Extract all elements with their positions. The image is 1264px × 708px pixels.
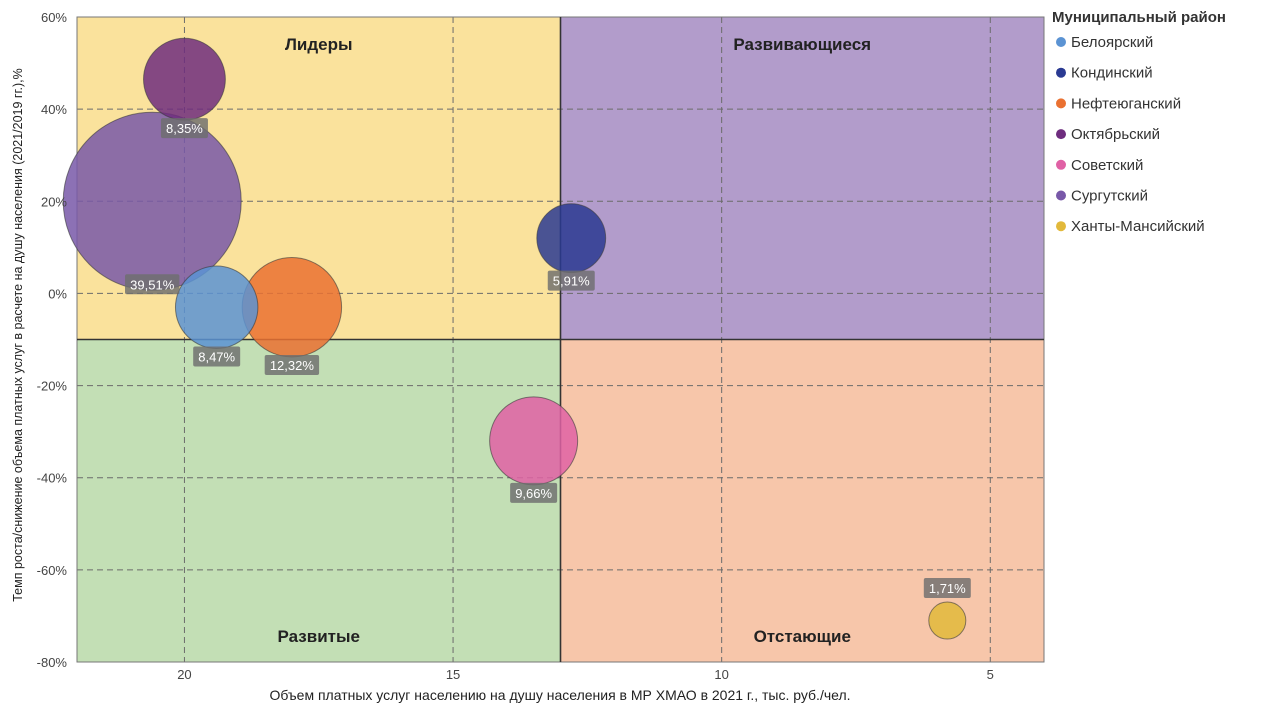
bubbles (62, 37, 967, 640)
quadrant-labels: Лидеры Развивающиеся Развитые Отстающие (278, 35, 872, 646)
data-label-3: 8,35% (166, 121, 203, 136)
data-label-bg-1 (547, 270, 595, 291)
y-tick-label: 60% (41, 10, 67, 25)
bubble-4 (489, 396, 579, 486)
y-tick-label: 0% (48, 286, 67, 301)
data-label-bg-6 (923, 578, 971, 599)
bubble-1 (536, 203, 607, 274)
data-label-bg-5 (125, 274, 180, 295)
legend-marker-6 (1056, 221, 1066, 232)
legend: Муниципальный район Белоярский Кондинский… (1052, 9, 1226, 235)
legend-item-2: Нефтеюганский (1071, 95, 1181, 112)
x-tick-label: 10 (714, 667, 728, 682)
bubble-5 (62, 111, 242, 291)
legend-item-6: Ханты-Мансийский (1071, 218, 1205, 235)
quadrant-backgrounds (77, 17, 1044, 662)
legend-marker-3 (1056, 129, 1066, 140)
quadrant-developed-label: Развитые (278, 627, 360, 646)
x-tick-label: 15 (446, 667, 460, 682)
data-labels: 8,47% 5,91% 12,32% 8,35% 9,66% 39,51% 1,71% (125, 118, 971, 599)
legend-marker-4 (1056, 159, 1066, 170)
data-label-bg-0 (193, 346, 241, 367)
quadrant-leaders-label: Лидеры (285, 35, 353, 54)
y-tick-label: 20% (41, 194, 67, 209)
legend-item-3: Октябрьский (1071, 126, 1160, 143)
data-label-0: 8,47% (198, 349, 235, 364)
y-axis-title: Темп роста/снижение объема платных услуг… (11, 68, 25, 602)
legend-marker-1 (1056, 67, 1066, 78)
y-tick-label: 40% (41, 102, 67, 117)
bubble-0 (174, 265, 259, 349)
data-label-5: 39,51% (130, 277, 175, 292)
bubble-6 (928, 601, 967, 640)
x-tick-label: 20 (177, 667, 191, 682)
legend-marker-5 (1056, 190, 1066, 201)
quadrant-developed (77, 339, 561, 662)
bubble-3 (143, 37, 226, 121)
y-tick-label: -40% (37, 471, 68, 486)
y-axis-ticks: 60% 40% 20% 0% -20% -40% -60% -80% (37, 10, 68, 670)
legend-item-5: Сургутский (1071, 188, 1148, 205)
quadrant-lagging (560, 339, 1044, 662)
quadrant-developing (560, 17, 1044, 340)
legend-item-4: Советский (1071, 157, 1143, 174)
quadrant-developing-label: Развивающиеся (733, 35, 871, 54)
x-tick-label: 5 (987, 667, 994, 682)
legend-marker-2 (1056, 98, 1066, 109)
y-tick-label: -80% (37, 655, 68, 670)
data-label-bg-2 (264, 354, 320, 375)
legend-item-0: Белоярский (1071, 34, 1153, 51)
quadrant-lagging-label: Отстающие (754, 627, 851, 646)
y-tick-label: -60% (37, 563, 68, 578)
data-label-4: 9,66% (515, 486, 552, 501)
data-label-6: 1,71% (929, 581, 966, 596)
legend-title: Муниципальный район (1052, 9, 1226, 26)
y-tick-label: -20% (37, 379, 68, 394)
x-axis-title: Объем платных услуг населению на душу на… (269, 687, 850, 703)
data-label-bg-4 (510, 482, 558, 503)
data-label-2: 12,32% (270, 358, 315, 373)
x-axis-ticks: 20 15 10 5 (177, 667, 994, 682)
data-label-1: 5,91% (553, 274, 590, 289)
data-label-bg-3 (160, 118, 208, 139)
legend-item-1: Кондинский (1071, 65, 1153, 82)
legend-marker-0 (1056, 37, 1066, 47)
